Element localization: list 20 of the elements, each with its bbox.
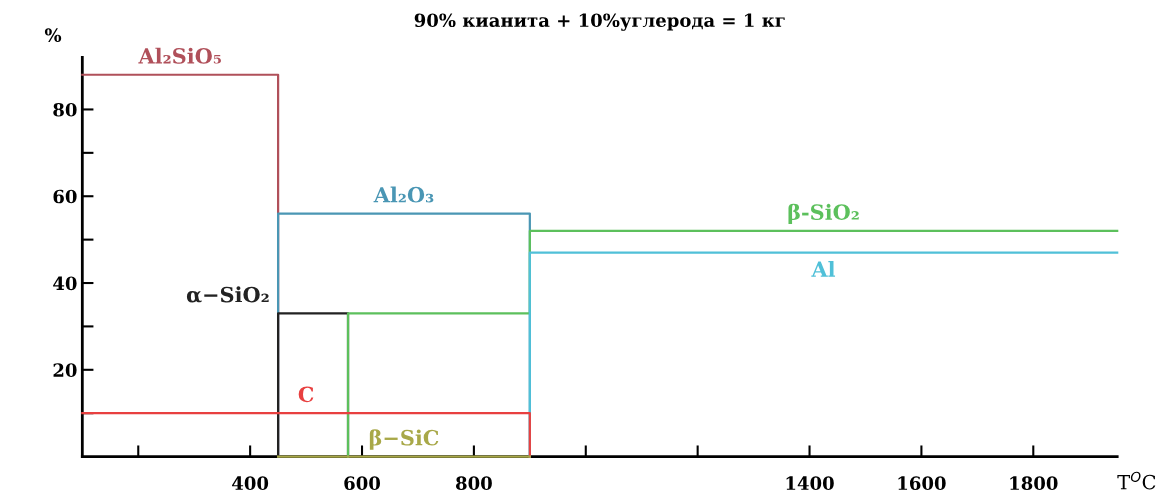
series-label: β−SiC <box>369 429 439 450</box>
y-tick-label: 60 <box>53 189 77 204</box>
series-label: Al₂SiO₅ <box>138 47 221 64</box>
chart-title: 90% кианита + 10%углерода = 1 кг <box>414 13 785 31</box>
y-axis-title: % <box>44 28 62 42</box>
x-tick-label: 1400 <box>786 476 834 491</box>
series-label: α−SiO₂ <box>186 286 269 303</box>
series-label: Al₂O₃ <box>373 186 434 203</box>
series-label: Al <box>811 260 836 277</box>
series-label: C <box>298 386 314 403</box>
x-tick-label: 600 <box>344 476 381 491</box>
x-tick-label: 800 <box>455 476 492 491</box>
series-label: β-SiO₂ <box>788 203 859 225</box>
y-tick-label: 40 <box>53 276 77 291</box>
y-tick-label: 20 <box>53 363 77 377</box>
x-tick-label: 1600 <box>898 476 946 491</box>
y-tick-label: 80 <box>53 102 77 117</box>
x-tick-label: 400 <box>232 476 269 491</box>
x-axis-title: T$^{O}$C <box>1117 471 1156 490</box>
x-tick-label: 1800 <box>1010 476 1058 491</box>
